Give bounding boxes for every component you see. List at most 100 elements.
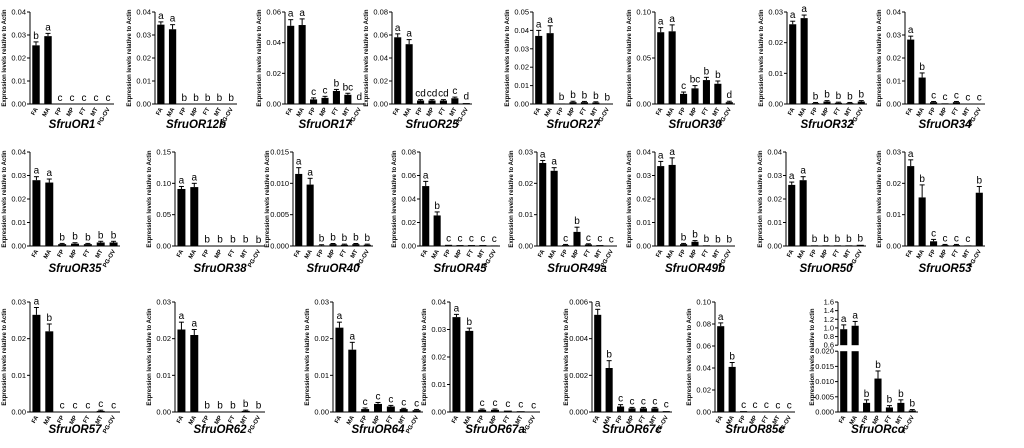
y-tick-label: 0.00 bbox=[696, 408, 711, 417]
significance-letter: a bbox=[551, 157, 557, 168]
y-tick-label: 0.00 bbox=[636, 242, 651, 251]
significance-letter: b bbox=[243, 399, 249, 410]
significance-letter: b bbox=[593, 91, 599, 102]
y-tick-label: 0.04 bbox=[696, 364, 711, 373]
y-tick-label: 0.00 bbox=[156, 408, 171, 417]
significance-letter: c bbox=[965, 92, 970, 103]
bar-MT bbox=[651, 408, 659, 412]
x-tick-label: MP bbox=[571, 249, 581, 260]
significance-letter: b bbox=[858, 233, 864, 244]
x-tick-label: MA bbox=[431, 248, 441, 260]
y-tick-label: 0.01 bbox=[886, 210, 901, 219]
significance-letter: c bbox=[965, 234, 970, 245]
x-tick-label: MP bbox=[190, 107, 200, 118]
x-tick-label: FP bbox=[738, 415, 747, 425]
y-tick-label: 0.00 bbox=[11, 408, 26, 417]
x-tick-label: FA bbox=[592, 414, 601, 424]
x-tick-label: MP bbox=[689, 249, 699, 260]
y-tick-label: 0.03 bbox=[514, 44, 529, 53]
bar-MP bbox=[374, 403, 382, 412]
chart-panel-SfruOR12b: Expression levels relative to Actin 0.00 0… bbox=[127, 8, 237, 131]
y-tick-label: 0.03 bbox=[768, 8, 783, 17]
x-tick-label: MT bbox=[712, 107, 722, 118]
gene-title: SfruOR25 bbox=[405, 119, 459, 131]
significance-letter: bc bbox=[343, 82, 354, 93]
bar-MP bbox=[569, 102, 577, 104]
gene-title: SfruOR62 bbox=[193, 424, 247, 436]
y-tick-label: 0.01 bbox=[768, 69, 783, 78]
bar-FP bbox=[58, 244, 67, 246]
y-tick-label: 1.6 bbox=[824, 298, 834, 307]
y-tick-label: 0.00 bbox=[314, 408, 329, 417]
significance-letter: c bbox=[480, 398, 485, 409]
gene-title: SfruOR85c bbox=[725, 424, 785, 436]
bar-PG-OV bbox=[857, 101, 865, 104]
y-tick-label: 0.04 bbox=[767, 148, 782, 157]
significance-letter: c bbox=[943, 233, 948, 244]
x-tick-label: MP bbox=[749, 415, 759, 426]
significance-letter: a bbox=[841, 314, 847, 325]
significance-letter: c bbox=[775, 400, 780, 411]
significance-letter: c bbox=[609, 234, 614, 245]
x-tick-label: FP bbox=[678, 249, 687, 259]
significance-letter: c bbox=[376, 391, 381, 402]
significance-letter: a bbox=[908, 149, 914, 160]
y-tick-label: 0.01 bbox=[156, 371, 171, 380]
significance-letter: b bbox=[570, 90, 576, 101]
significance-letter: b bbox=[919, 62, 925, 73]
x-tick-label: FP bbox=[415, 107, 424, 117]
y-axis-label: Expression levels relative to Actin bbox=[564, 308, 570, 405]
x-tick-label: FT bbox=[701, 107, 710, 117]
chart-panel-SfruOR35: Expression levels relative to Actin 0.00 0… bbox=[2, 148, 120, 275]
bar-MP bbox=[491, 409, 499, 412]
x-tick-label: FP bbox=[477, 415, 486, 425]
bar-MP bbox=[691, 88, 699, 104]
significance-letter: b bbox=[847, 91, 853, 102]
y-tick-label: 0.06 bbox=[696, 342, 711, 351]
bar-PG-OV bbox=[908, 410, 916, 412]
y-axis-label: Expression levels relative to Actin bbox=[758, 150, 764, 247]
bar-FA bbox=[907, 166, 915, 246]
y-axis-label: Expression levels relative to Actin bbox=[305, 308, 311, 405]
bar-FA bbox=[32, 314, 41, 412]
bar-FA bbox=[177, 188, 186, 246]
significance-letter: a bbox=[406, 29, 412, 40]
y-tick-label: 0.02 bbox=[314, 334, 329, 343]
bar-MA bbox=[550, 170, 558, 246]
x-tick-label: MA bbox=[798, 106, 808, 118]
significance-letter: a bbox=[395, 23, 401, 34]
significance-letter: a bbox=[801, 4, 807, 15]
bar-FT bbox=[702, 80, 710, 104]
bar-MA bbox=[306, 184, 314, 246]
x-tick-label: MP bbox=[939, 107, 949, 118]
significance-letter: c bbox=[469, 234, 474, 245]
x-tick-label: MT bbox=[843, 249, 853, 260]
significance-letter: cd bbox=[438, 89, 449, 100]
x-tick-label: MP bbox=[214, 249, 224, 260]
gene-title: SfruOR27 bbox=[546, 119, 600, 131]
x-tick-label: MA bbox=[296, 106, 306, 118]
significance-letter: a bbox=[852, 310, 858, 321]
bar-FA bbox=[594, 314, 602, 412]
y-tick-label: 0.01 bbox=[11, 77, 26, 86]
y-tick-label: 0.02 bbox=[156, 334, 171, 343]
y-tick-label: 0.01 bbox=[431, 380, 446, 389]
significance-letter: c bbox=[681, 81, 686, 92]
chart-panel-SfruOR17: Expression levels relative to Actin 0.00 0… bbox=[257, 8, 365, 131]
y-tick-label: 0.04 bbox=[514, 26, 529, 35]
x-tick-label: FA bbox=[31, 106, 40, 116]
y-tick-label: 0.000 bbox=[815, 408, 834, 417]
bar-MT bbox=[399, 409, 408, 412]
y-tick-label: 0.03 bbox=[136, 31, 151, 40]
x-tick-label: FA bbox=[787, 106, 796, 116]
x-tick-label: FT bbox=[228, 249, 237, 259]
x-tick-label: MT bbox=[594, 249, 604, 260]
x-tick-label: FA bbox=[451, 414, 460, 424]
y-tick-label: 0.03 bbox=[431, 325, 446, 334]
bar-FA bbox=[539, 162, 547, 246]
x-tick-label: MT bbox=[350, 249, 360, 260]
y-tick-label: 0.00 bbox=[401, 242, 416, 251]
